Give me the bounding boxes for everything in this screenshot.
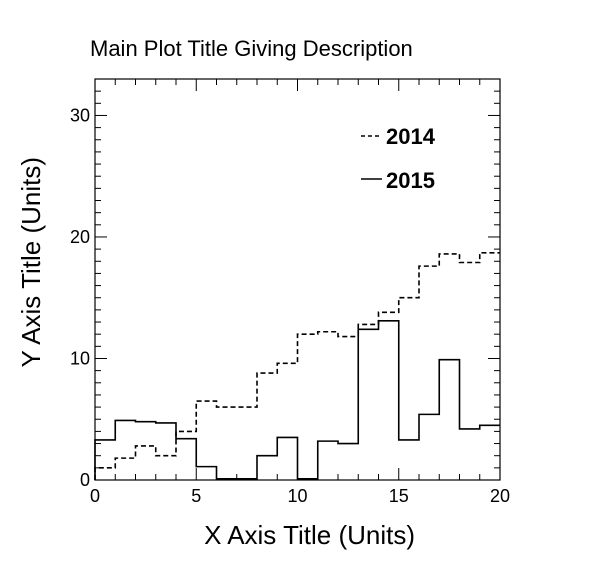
legend-label-2014: 2014 bbox=[386, 124, 436, 149]
y-tick-label: 30 bbox=[70, 105, 90, 125]
x-tick-label: 10 bbox=[287, 486, 307, 506]
plot-area bbox=[94, 251, 500, 480]
y-tick-label: 20 bbox=[70, 227, 90, 247]
series-2015 bbox=[94, 320, 500, 480]
x-tick-label: 5 bbox=[191, 486, 201, 506]
legend-label-2015: 2015 bbox=[386, 168, 435, 193]
series-2014 bbox=[94, 251, 500, 480]
x-tick-label: 20 bbox=[490, 486, 510, 506]
x-tick-label: 0 bbox=[90, 486, 100, 506]
x-axis-ticks: 0 5 10 15 20 bbox=[90, 79, 510, 506]
chart-title: Main Plot Title Giving Description bbox=[90, 36, 413, 61]
plot-frame bbox=[94, 78, 501, 481]
y-tick-label: 10 bbox=[70, 348, 90, 368]
x-axis-title: X Axis Title (Units) bbox=[204, 520, 415, 550]
y-tick-label: 0 bbox=[80, 470, 90, 490]
x-tick-label: 15 bbox=[389, 486, 409, 506]
y-axis-ticks: 0 10 20 30 bbox=[70, 78, 500, 490]
y-axis-title: Y Axis Title (Units) bbox=[16, 157, 46, 367]
legend: 2014 2015 bbox=[361, 124, 436, 193]
